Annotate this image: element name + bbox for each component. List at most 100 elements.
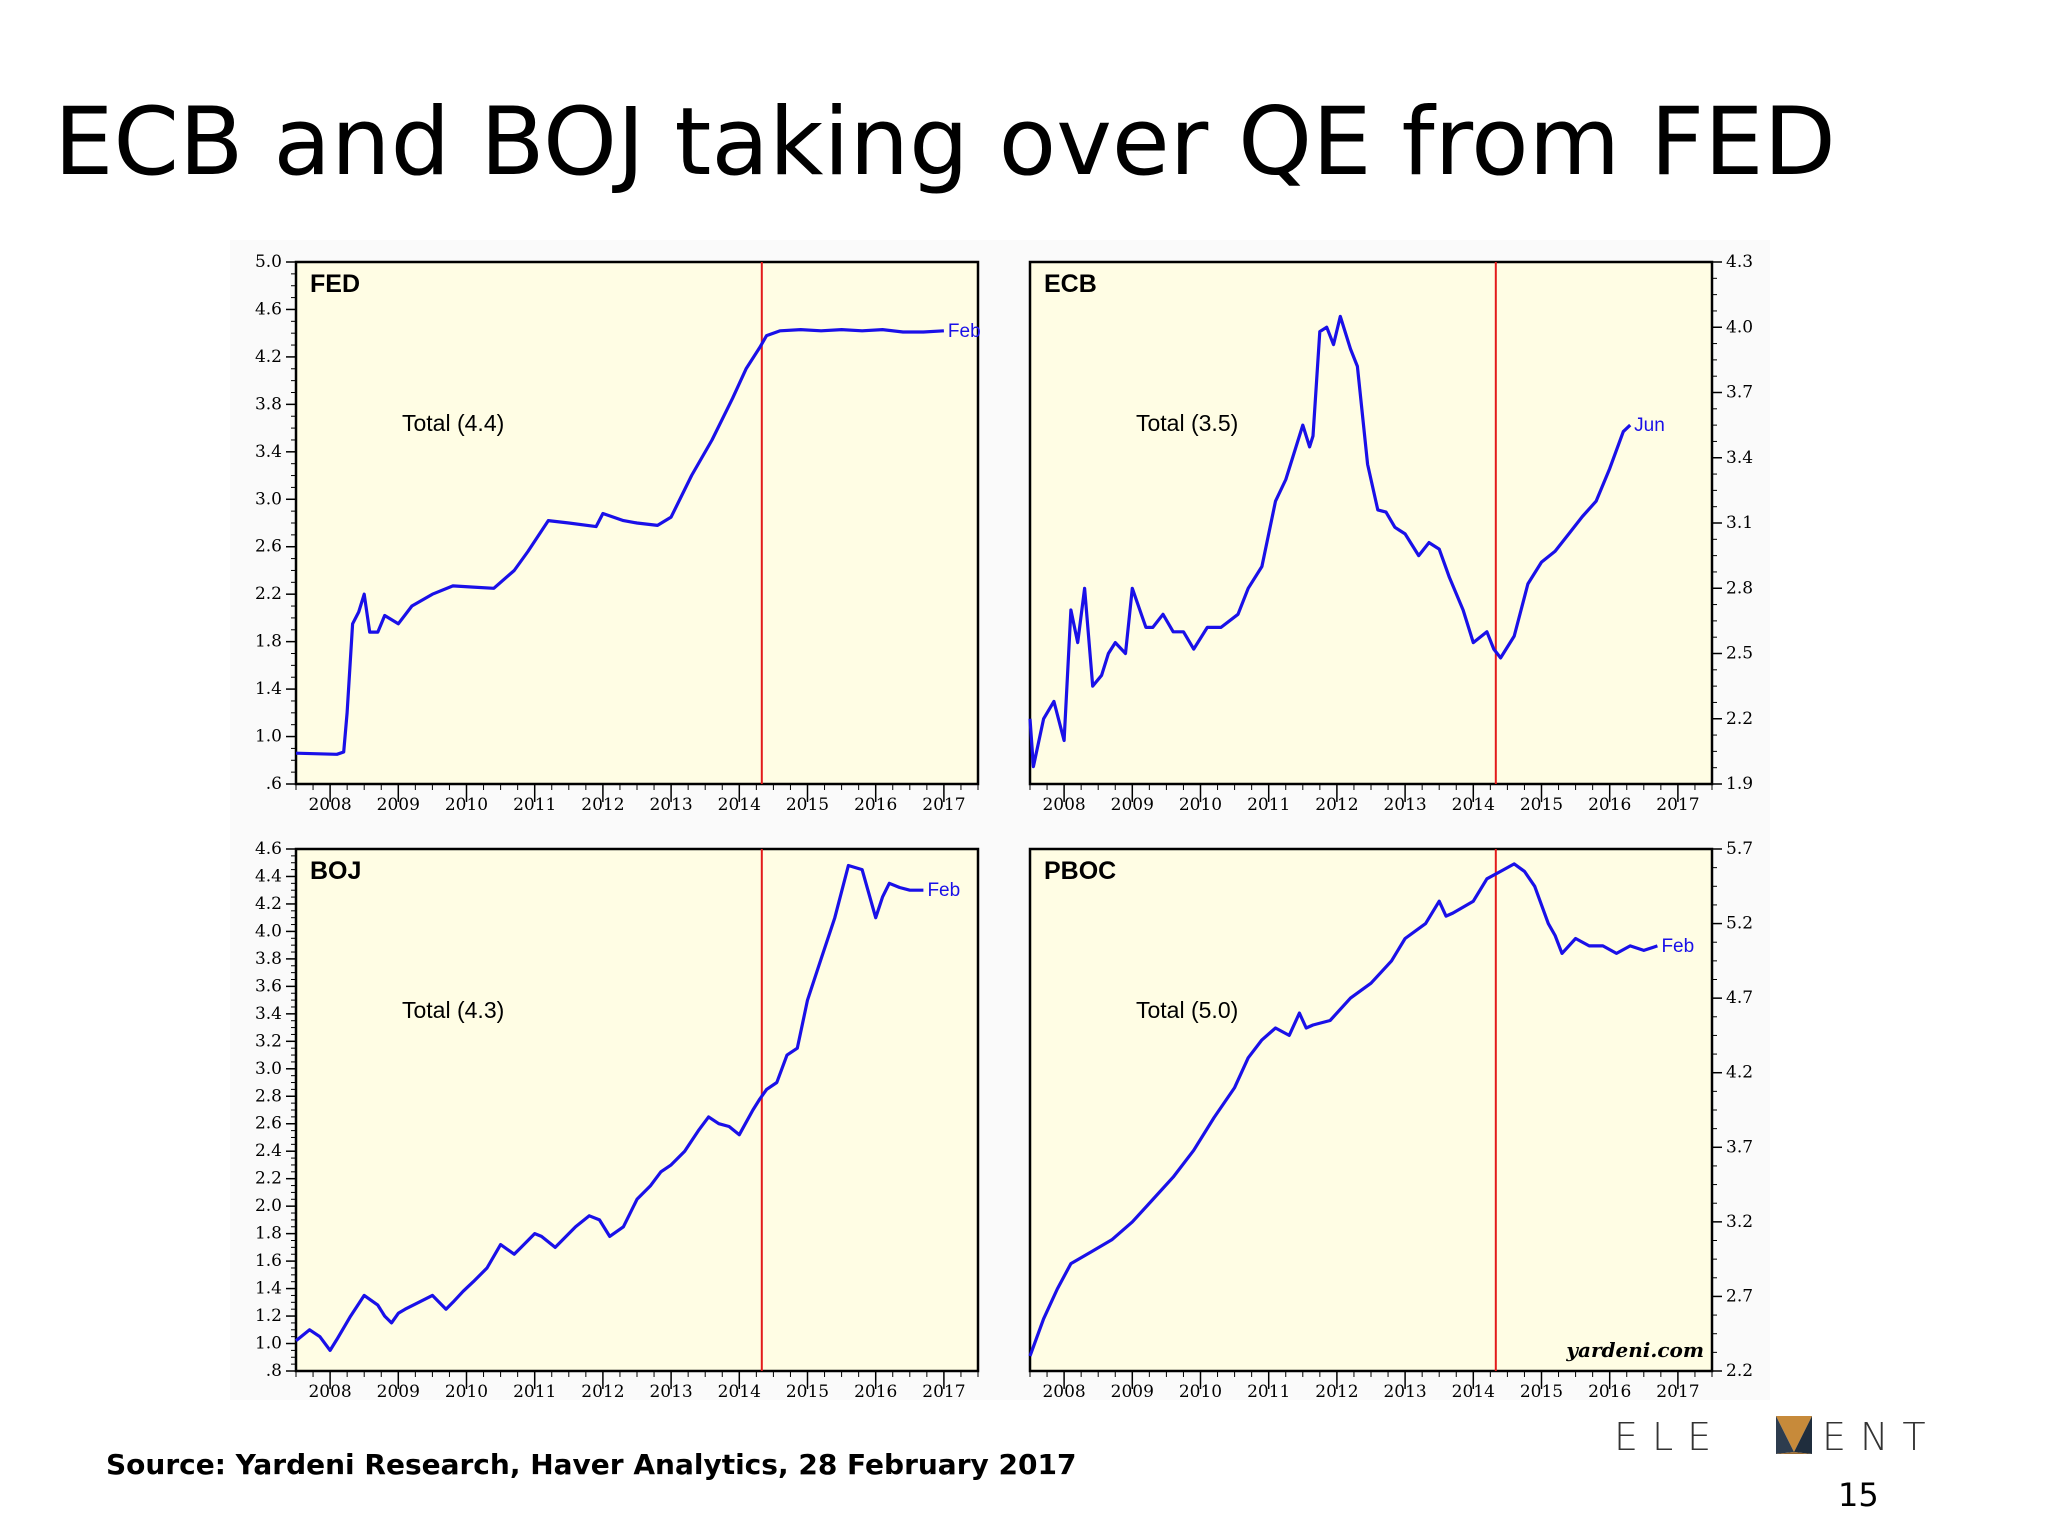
element-logo: ELE ENT xyxy=(1614,1415,1934,1458)
y-tick-label: 1.8 xyxy=(255,1224,282,1244)
y-tick-label: 3.0 xyxy=(255,489,282,509)
y-tick-label: 3.4 xyxy=(255,442,282,462)
x-tick-label: 2008 xyxy=(1042,795,1085,815)
chart-annotation: Total (4.4) xyxy=(402,410,504,436)
x-tick-label: 2015 xyxy=(1520,1382,1563,1402)
y-tick-label: 1.4 xyxy=(255,1279,282,1299)
x-tick-label: 2015 xyxy=(786,1382,829,1402)
x-tick-label: 2010 xyxy=(1179,1382,1222,1402)
y-tick-label: 3.2 xyxy=(255,1031,282,1051)
y-tick-label: 3.7 xyxy=(1726,1137,1753,1157)
chart-panel-ecb: 1.9 2.2 2.5 2.8 3.1 3.4 3.7 4.0 4.3 2008 2009 2010 2… xyxy=(1028,252,1753,815)
y-tick-label: 3.4 xyxy=(255,1004,282,1024)
x-tick-label: 2009 xyxy=(377,1382,420,1402)
y-tick-label: 2.8 xyxy=(255,1086,282,1106)
series-end-label: Jun xyxy=(1634,415,1665,436)
y-tick-label: .6 xyxy=(266,774,282,794)
y-tick-label: 4.6 xyxy=(255,299,282,319)
logo-text-left: ELE xyxy=(1614,1415,1725,1458)
x-tick-label: 2012 xyxy=(581,1382,624,1402)
chart-title: FED xyxy=(310,270,360,298)
chart-annotation: Total (4.3) xyxy=(402,997,504,1023)
x-tick-label: 2014 xyxy=(1452,795,1495,815)
y-tick-label: 3.6 xyxy=(255,976,282,996)
chart-title: ECB xyxy=(1044,270,1097,298)
y-tick-label: 4.2 xyxy=(255,347,282,367)
x-tick-label: 2008 xyxy=(308,1382,351,1402)
x-tick-label: 2015 xyxy=(1520,795,1563,815)
series-end-label: Feb xyxy=(948,321,981,342)
x-tick-label: 2017 xyxy=(922,1382,965,1402)
x-tick-label: 2016 xyxy=(1588,1382,1631,1402)
series-end-label: Feb xyxy=(1661,936,1694,957)
y-tick-label: 1.0 xyxy=(255,1334,282,1354)
y-tick-label: 4.2 xyxy=(1726,1063,1753,1083)
x-tick-label: 2014 xyxy=(1452,1382,1495,1402)
x-tick-label: 2008 xyxy=(308,795,351,815)
x-tick-label: 2009 xyxy=(1111,1382,1154,1402)
y-tick-label: 1.2 xyxy=(255,1306,282,1326)
y-tick-label: 1.4 xyxy=(255,679,282,699)
source-note: Source: Yardeni Research, Haver Analytic… xyxy=(106,1448,1077,1481)
x-tick-label: 2010 xyxy=(1179,795,1222,815)
x-tick-label: 2010 xyxy=(445,795,488,815)
chart-title: PBOC xyxy=(1044,857,1116,885)
x-tick-label: 2013 xyxy=(1383,795,1426,815)
x-tick-label: 2017 xyxy=(1656,1382,1699,1402)
x-tick-label: 2016 xyxy=(1588,795,1631,815)
y-tick-label: 4.6 xyxy=(255,839,282,859)
y-tick-label: 2.0 xyxy=(255,1196,282,1216)
y-tick-label: 3.1 xyxy=(1726,513,1753,533)
y-tick-label: 2.4 xyxy=(255,1141,282,1161)
x-tick-label: 2016 xyxy=(854,795,897,815)
x-tick-label: 2012 xyxy=(1315,1382,1358,1402)
y-tick-label: 2.6 xyxy=(255,537,282,557)
chart-panel-fed: .6 1.0 1.4 1.8 2.2 2.6 3.0 3.4 3.8 4.2 4.6 5.0 2008 2… xyxy=(255,252,981,815)
x-tick-label: 2014 xyxy=(718,1382,761,1402)
series-line xyxy=(1028,314,1632,769)
y-tick-label: 3.7 xyxy=(1726,383,1753,403)
y-tick-label: 3.2 xyxy=(1726,1212,1753,1232)
y-tick-label: 2.5 xyxy=(1726,644,1753,664)
x-tick-label: 2010 xyxy=(445,1382,488,1402)
x-tick-label: 2011 xyxy=(1247,795,1290,815)
logo-mark xyxy=(1776,1416,1812,1454)
x-tick-label: 2015 xyxy=(786,795,829,815)
y-tick-label: .8 xyxy=(266,1361,282,1381)
y-tick-label: 1.9 xyxy=(1726,774,1753,794)
chart-title: BOJ xyxy=(310,857,361,885)
watermark-text: yardeni.com xyxy=(1565,1338,1704,1362)
y-tick-label: 2.6 xyxy=(255,1114,282,1134)
page-title: ECB and BOJ taking over QE from FED xyxy=(54,88,1836,197)
x-tick-label: 2011 xyxy=(513,795,556,815)
logo-text-right: ENT xyxy=(1822,1415,1934,1458)
chart-panel-boj: .8 1.0 1.2 1.4 1.6 1.8 2.0 2.2 2.4 2.6 2.8 3.0 3.2 3.… xyxy=(255,839,980,1402)
y-tick-label: 4.3 xyxy=(1726,252,1753,272)
x-tick-label: 2016 xyxy=(854,1382,897,1402)
y-tick-label: 3.8 xyxy=(255,949,282,969)
y-tick-label: 5.0 xyxy=(255,252,282,272)
y-tick-label: 4.4 xyxy=(255,866,282,886)
y-tick-label: 2.8 xyxy=(1726,578,1753,598)
x-tick-label: 2013 xyxy=(1383,1382,1426,1402)
series-end-label: Feb xyxy=(927,880,960,901)
x-tick-label: 2011 xyxy=(1247,1382,1290,1402)
y-tick-label: 2.7 xyxy=(1726,1286,1753,1306)
y-tick-label: 4.0 xyxy=(255,921,282,941)
y-tick-label: 4.2 xyxy=(255,894,282,914)
y-tick-label: 1.6 xyxy=(255,1251,282,1271)
x-tick-label: 2017 xyxy=(1656,795,1699,815)
chart-annotation: Total (3.5) xyxy=(1136,410,1238,436)
y-tick-label: 4.0 xyxy=(1726,317,1753,337)
x-tick-label: 2009 xyxy=(1111,795,1154,815)
x-tick-label: 2012 xyxy=(581,795,624,815)
y-tick-label: 5.7 xyxy=(1726,839,1753,859)
series-line xyxy=(294,863,924,1353)
x-tick-label: 2012 xyxy=(1315,795,1358,815)
y-tick-label: 3.8 xyxy=(255,394,282,414)
x-tick-label: 2011 xyxy=(513,1382,556,1402)
chart-annotation: Total (5.0) xyxy=(1136,997,1238,1023)
plot-area xyxy=(294,847,980,1373)
page-number: 15 xyxy=(1838,1476,1879,1514)
